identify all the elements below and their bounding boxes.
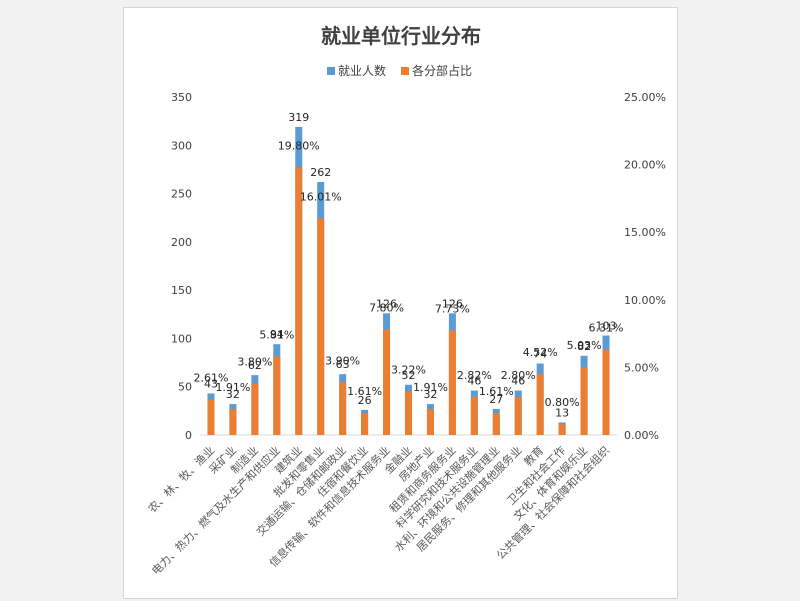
right-axis-tick-label: 10.00% xyxy=(624,294,666,307)
category-labels: 农、林、牧、渔业采矿业制造业电力、热力、燃气及水生产和供应业建筑业批发和零售业交… xyxy=(145,443,612,577)
count-data-label: 126 xyxy=(376,297,397,310)
percent-bar xyxy=(207,399,215,435)
percent-data-label: 5.81% xyxy=(259,328,294,341)
left-axis-tick-label: 150 xyxy=(171,284,192,297)
right-axis-tick-label: 0.00% xyxy=(624,429,659,442)
category-tick-label: 农、林、牧、渔业 xyxy=(145,443,217,515)
count-data-label: 43 xyxy=(204,377,218,390)
percent-bar xyxy=(470,396,478,435)
percent-data-label: 2.82% xyxy=(457,369,492,382)
count-data-label: 62 xyxy=(248,359,262,372)
percent-bar xyxy=(317,218,325,435)
percent-data-label: 7.73% xyxy=(435,302,470,315)
chart-svg: 就业单位行业分布 就业人数 各分部占比 0 50 100 150 200 250 300 35… xyxy=(145,24,666,578)
percent-bar xyxy=(273,356,281,435)
left-axis-tick-label: 200 xyxy=(171,236,192,249)
percent-data-label: 3.80% xyxy=(237,356,272,369)
legend-swatch-percent xyxy=(401,67,409,75)
percent-bar xyxy=(536,373,544,435)
chart-title: 就业单位行业分布 xyxy=(321,24,481,48)
percent-bar xyxy=(339,382,347,435)
right-axis-tick-label: 15.00% xyxy=(624,226,666,239)
percent-data-label: 16.01% xyxy=(300,191,342,204)
count-data-label: 126 xyxy=(442,297,463,310)
percent-data-label: 1.91% xyxy=(215,381,250,394)
percent-data-label: 3.22% xyxy=(391,363,426,376)
percent-bar xyxy=(602,349,610,435)
percent-data-label: 3.90% xyxy=(325,354,360,367)
left-axis-tick-label: 100 xyxy=(171,332,192,345)
percent-bar xyxy=(251,383,259,435)
count-data-label: 27 xyxy=(489,393,503,406)
count-data-label: 46 xyxy=(511,375,525,388)
data-labels: 432.61%321.91%623.80%945.81%31919.80%262… xyxy=(193,111,623,420)
bars xyxy=(207,126,610,436)
count-data-label: 46 xyxy=(467,375,481,388)
legend: 就业人数 各分部占比 xyxy=(327,63,472,78)
count-data-label: 74 xyxy=(533,348,547,361)
percent-bar xyxy=(361,413,369,435)
percent-bar xyxy=(383,329,391,435)
count-data-label: 82 xyxy=(577,340,591,353)
count-data-label: 13 xyxy=(555,406,569,419)
percent-bar xyxy=(492,413,500,435)
percent-bar xyxy=(514,397,522,435)
count-data-label: 103 xyxy=(596,320,617,333)
percent-data-label: 2.61% xyxy=(193,372,228,385)
percent-data-label: 6.31% xyxy=(589,322,624,335)
percent-data-label: 7.80% xyxy=(369,302,404,315)
percent-bar xyxy=(448,330,456,435)
count-data-label: 52 xyxy=(402,369,416,382)
percent-data-label: 0.80% xyxy=(545,396,580,409)
legend-label-count: 就业人数 xyxy=(338,63,386,78)
percent-bar xyxy=(229,409,237,435)
left-axis-tick-label: 250 xyxy=(171,188,192,201)
percent-data-label: 2.80% xyxy=(501,369,536,382)
percent-bar xyxy=(580,366,588,435)
count-data-label: 26 xyxy=(358,394,372,407)
count-data-label: 319 xyxy=(288,111,309,124)
right-axis-tick-label: 25.00% xyxy=(624,91,666,104)
percent-data-label: 5.03% xyxy=(567,339,602,352)
count-data-label: 63 xyxy=(336,358,350,371)
percent-data-label: 1.91% xyxy=(413,381,448,394)
right-axis-tick-label: 5.00% xyxy=(624,361,659,374)
left-axis-tick-label: 300 xyxy=(171,139,192,152)
count-data-label: 32 xyxy=(226,388,240,401)
legend-label-percent: 各分部占比 xyxy=(412,63,472,78)
legend-swatch-count xyxy=(327,67,335,75)
percent-data-label: 4.52% xyxy=(523,346,558,359)
count-data-label: 262 xyxy=(310,166,331,179)
left-axis-tick-label: 0 xyxy=(185,429,192,442)
count-data-label: 94 xyxy=(270,328,284,341)
right-axis-tick-label: 20.00% xyxy=(624,159,666,172)
right-axis: 0.00% 5.00% 10.00% 15.00% 20.00% 25.00% xyxy=(624,91,666,442)
percent-data-label: 1.61% xyxy=(479,385,514,398)
percent-data-label: 19.80% xyxy=(278,139,320,152)
left-axis-tick-label: 50 xyxy=(178,381,192,394)
percent-data-label: 1.61% xyxy=(347,385,382,398)
chart-frame: 就业单位行业分布 就业人数 各分部占比 0 50 100 150 200 250 300 35… xyxy=(123,7,678,599)
percent-bar xyxy=(405,391,412,435)
percent-bar xyxy=(558,424,566,435)
percent-bar xyxy=(295,167,303,435)
percent-bar xyxy=(426,409,434,435)
left-axis-tick-label: 350 xyxy=(171,91,192,104)
count-data-label: 32 xyxy=(423,388,437,401)
